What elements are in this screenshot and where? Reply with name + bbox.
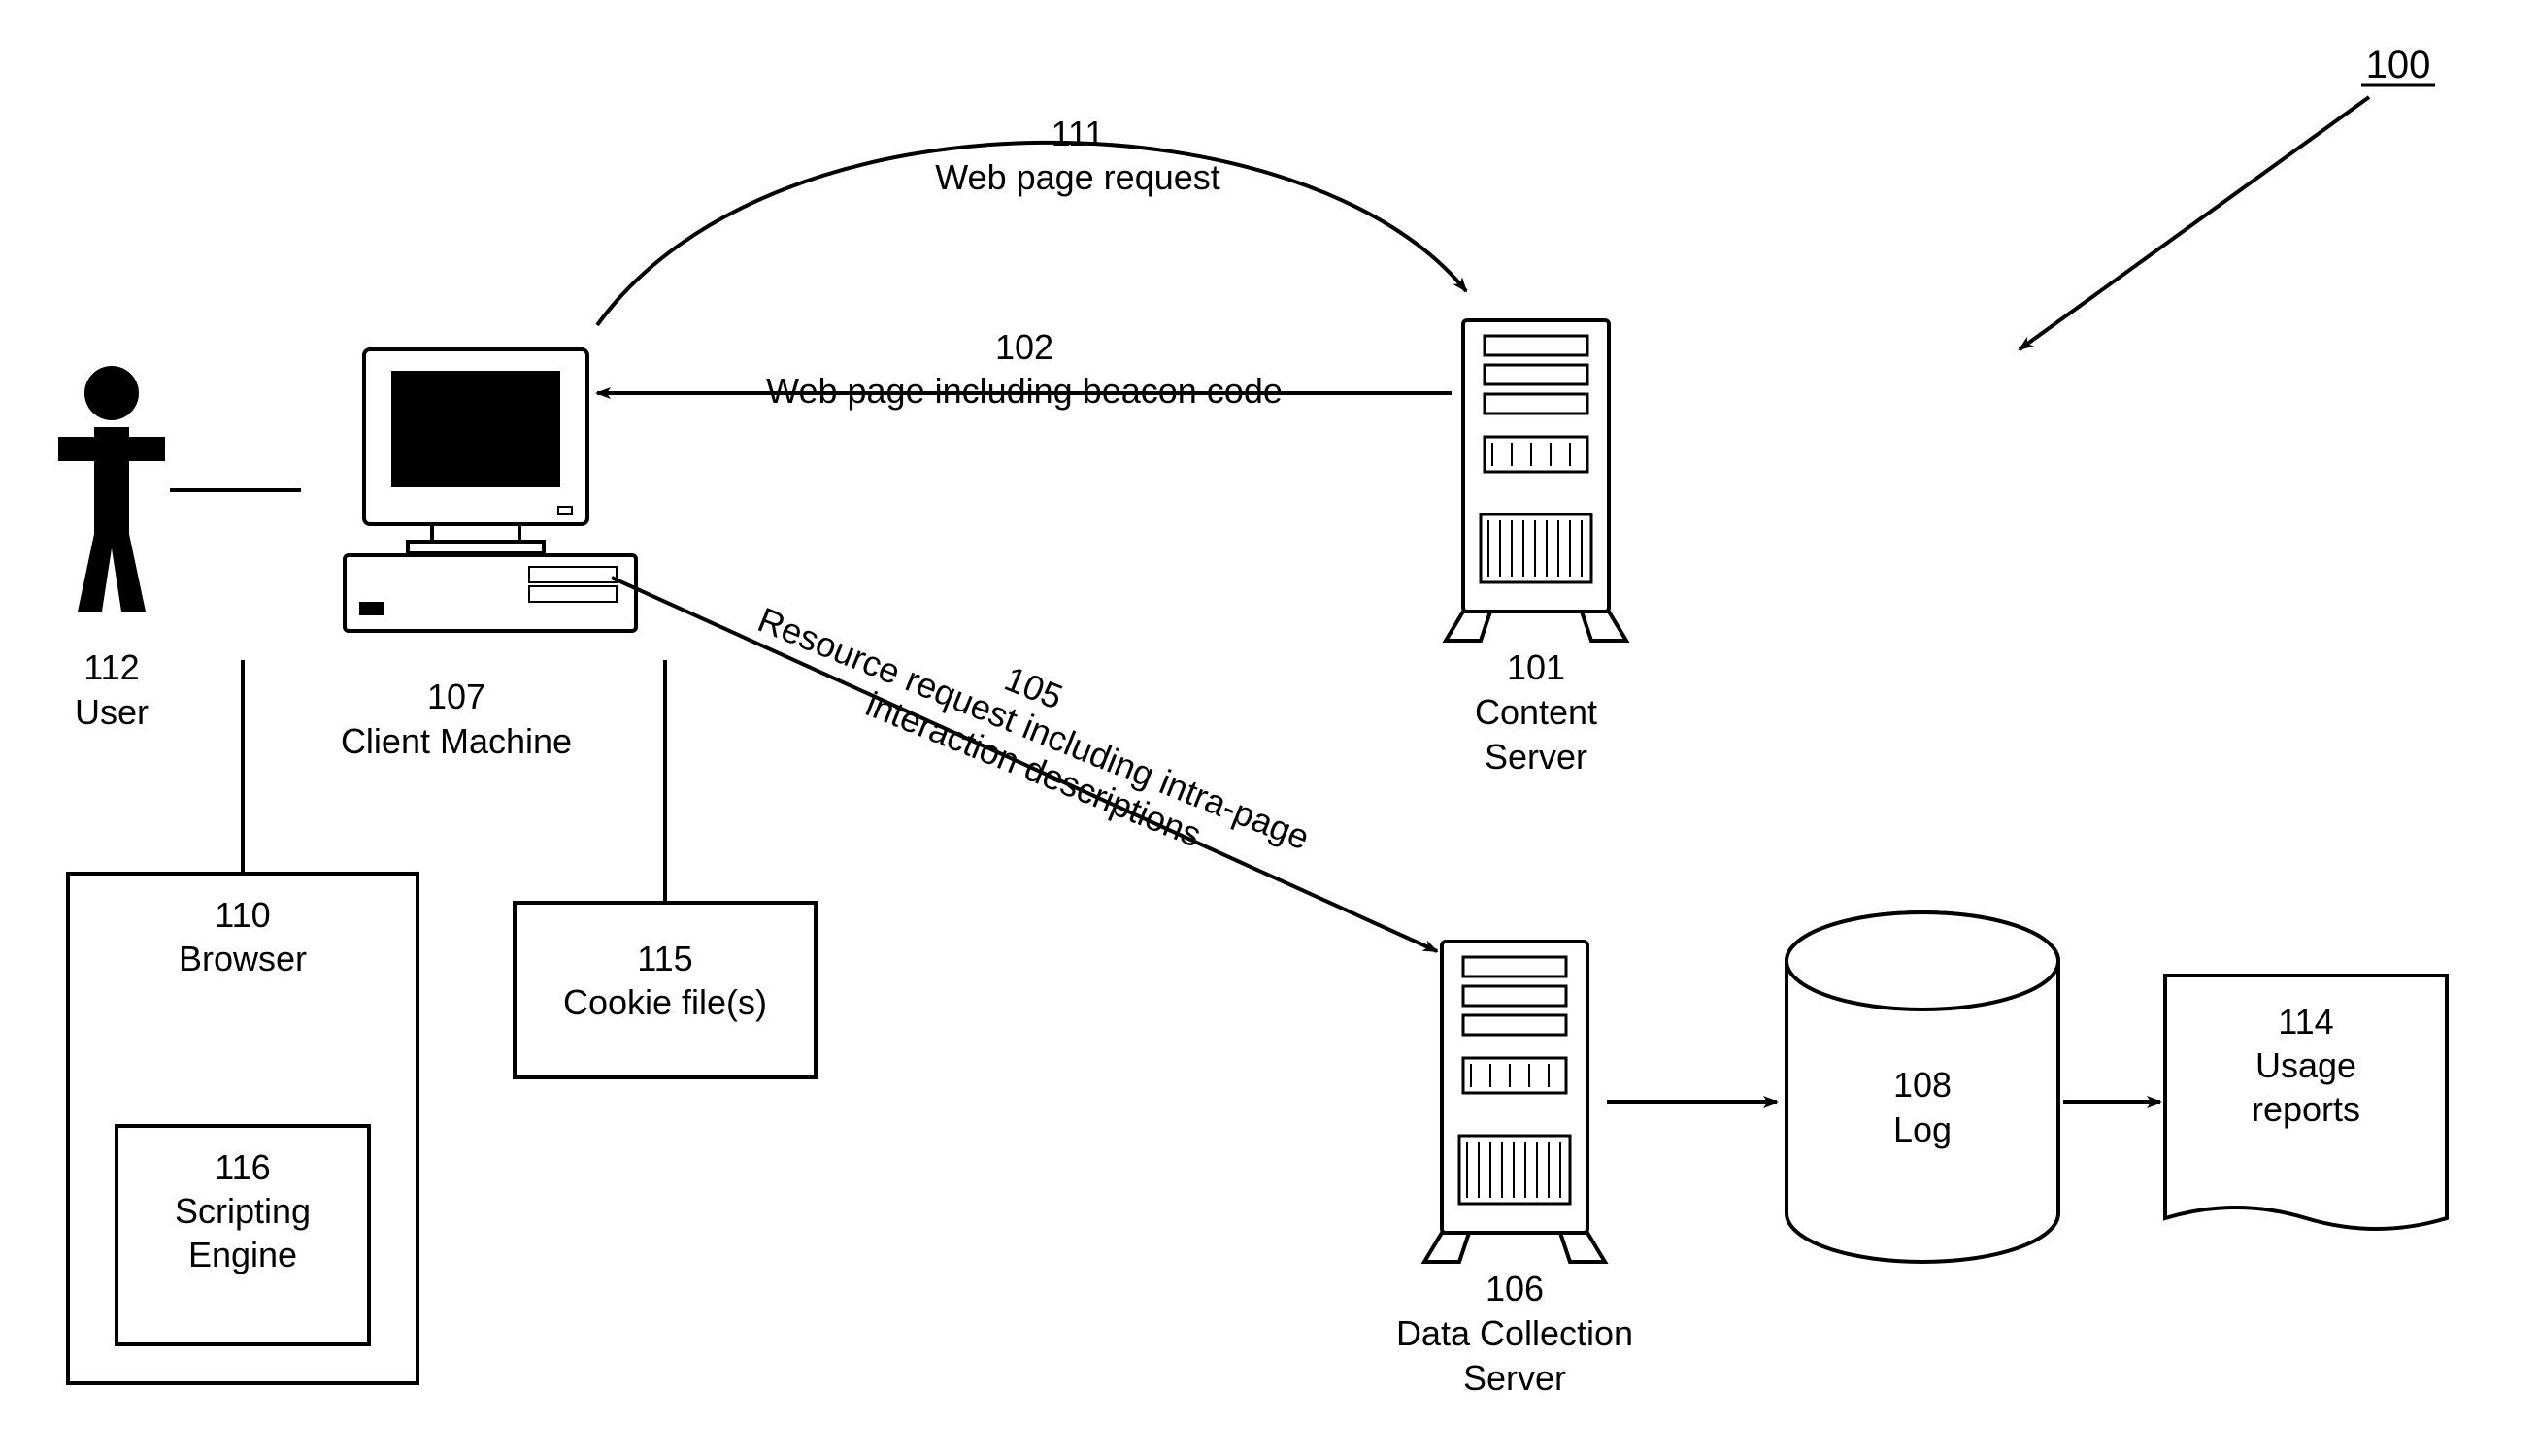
server-icon (1424, 942, 1605, 1262)
web-page-response-id-label: 102 (995, 327, 1053, 367)
client-text-label: Client Machine (341, 721, 572, 761)
reports-id-label: 114 (2278, 1002, 2333, 1042)
dc-server-line1: Data Collection (1396, 1313, 1633, 1353)
browser-text-label: Browser (179, 939, 307, 978)
web-page-request-id-label: 111 (1052, 114, 1105, 153)
server-icon (1446, 320, 1626, 641)
content-server-line2: Server (1485, 737, 1587, 777)
web-page-request-text-label: Web page request (935, 157, 1220, 197)
dc-server-line2: Server (1463, 1358, 1566, 1398)
log-text-label: Log (1893, 1109, 1952, 1149)
figure-ref-label: 100 (2366, 44, 2431, 86)
content-server-line1: Content (1475, 692, 1597, 732)
web-page-response-text-label: Web page including beacon code (766, 371, 1283, 411)
user-text-label: User (75, 692, 149, 732)
scripting-line2: Engine (188, 1235, 297, 1274)
reports-line2: reports (2252, 1089, 2360, 1129)
scripting-line1: Scripting (175, 1191, 311, 1231)
reports-line1: Usage (2255, 1045, 2356, 1085)
client-id-label: 107 (427, 677, 485, 716)
user-icon (58, 366, 165, 612)
log-id-label: 108 (1893, 1065, 1952, 1105)
figure-ref-arrow (2020, 97, 2369, 349)
dc-server-id-label: 106 (1486, 1269, 1544, 1308)
resource-request-line1: Resource request including intra-page (752, 599, 1315, 857)
content-server-id-label: 101 (1507, 647, 1565, 687)
scripting-id-label: 116 (215, 1147, 270, 1187)
computer-icon (345, 349, 636, 631)
browser-id-label: 110 (215, 895, 270, 935)
user-id-label: 112 (83, 647, 139, 687)
cookies-text-label: Cookie file(s) (563, 982, 767, 1022)
cookies-id-label: 115 (637, 939, 692, 978)
